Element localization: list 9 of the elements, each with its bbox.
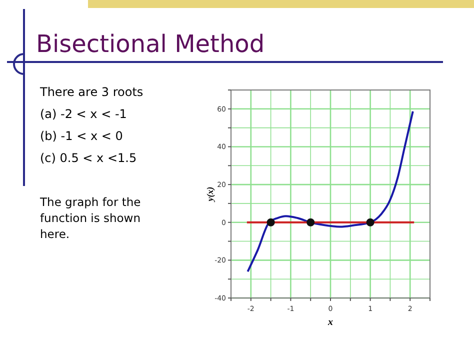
x-axis-title: x: [327, 317, 333, 328]
y-axis-title: y(x): [205, 186, 215, 202]
line-series: [246, 110, 414, 273]
chart-title: Bisectional Method: [36, 30, 265, 58]
text: (a) -2 < x < -1: [40, 107, 127, 121]
text: (b) -1 < x < 0: [40, 129, 123, 143]
text: The graph for the function is shown here.: [39, 195, 141, 241]
text: There are 3 roots: [39, 85, 144, 99]
text: (c) 0.5 < x <1.5: [40, 151, 137, 165]
